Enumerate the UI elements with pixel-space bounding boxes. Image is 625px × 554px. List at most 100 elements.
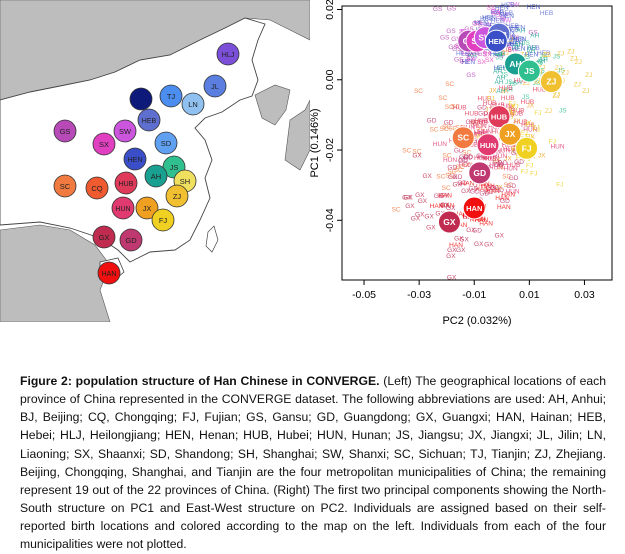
point-sx: SX xyxy=(483,52,492,59)
map-marker-label: FJ xyxy=(159,216,168,225)
point-jx: JX xyxy=(527,134,535,141)
point-fj: FJ xyxy=(487,96,494,103)
point-hun: HUN xyxy=(478,128,492,135)
point-heb: HEB xyxy=(540,10,553,17)
point-gd: GD xyxy=(468,185,478,192)
centroid-circle xyxy=(451,126,475,150)
point-gx: GX xyxy=(466,227,476,234)
point-hub: HUB xyxy=(474,155,488,162)
centroid-label: HAN xyxy=(466,204,482,213)
point-zj: ZJ xyxy=(567,49,574,56)
point-hen: HEN xyxy=(525,51,539,58)
point-heb: HEB xyxy=(526,45,539,52)
centroid-label: GX xyxy=(443,217,456,227)
point-js: JS xyxy=(500,72,508,79)
point-ah: AH xyxy=(539,57,548,64)
map-marker-label: CQ xyxy=(91,184,102,193)
point-han: HAN xyxy=(470,216,484,223)
point-zj: ZJ xyxy=(545,108,552,115)
point-sx: SX xyxy=(485,57,494,64)
map-marker-circle xyxy=(119,228,143,252)
province-map: HLJ JL BJ TJ LN HEB GS SW SX SD HEN JS AH SH SC CQ HUB ZJ… xyxy=(0,0,310,322)
point-gx: GX xyxy=(484,242,494,249)
point-gd: GD xyxy=(476,153,486,160)
point-gs: GS xyxy=(472,21,482,28)
point-zj: ZJ xyxy=(562,70,569,77)
point-hun: HUN xyxy=(493,153,507,160)
point-sc: SC xyxy=(436,173,445,180)
point-sx: SX xyxy=(492,10,501,17)
point-heb: HEB xyxy=(506,23,519,30)
map-marker-circle xyxy=(111,196,135,220)
point-gd: GD xyxy=(459,154,469,161)
centroid-gx: GX xyxy=(437,210,461,234)
map-marker-label: HLJ xyxy=(222,52,234,59)
point-heb: HEB xyxy=(480,16,493,23)
point-hun: HUN xyxy=(504,165,518,172)
map-marker-circle xyxy=(129,87,153,111)
point-han: HAN xyxy=(461,180,475,187)
point-zj: ZJ xyxy=(574,82,581,89)
centroid-label: SC xyxy=(457,133,469,143)
point-sc: SC xyxy=(476,125,485,132)
point-hun: HUN xyxy=(475,130,489,137)
point-hub: HUB xyxy=(514,78,528,85)
map-marker-hub: HUB xyxy=(114,171,138,195)
map-marker-label: SH xyxy=(180,177,190,186)
map-marker-zj: ZJ xyxy=(165,184,189,208)
point-hub: HUB xyxy=(521,99,535,106)
point-gx: GX xyxy=(415,211,425,218)
point-hun: HUN xyxy=(474,129,488,136)
point-hen: HEN xyxy=(513,36,527,43)
point-gd: GD xyxy=(463,154,473,161)
point-gd: GD xyxy=(494,187,504,194)
map-marker-sc: SC xyxy=(53,174,77,198)
point-js: JS xyxy=(537,67,545,74)
province-markers: HLJ JL BJ TJ LN HEB GS SW SX SD HEN JS AH SH SC CQ HUB ZJ… xyxy=(53,42,240,285)
point-hub: HUB xyxy=(509,110,523,117)
map-marker-circle xyxy=(135,196,159,220)
point-jx: JX xyxy=(511,145,519,152)
point-gx: GX xyxy=(447,247,457,254)
point-jx: JX xyxy=(489,87,497,94)
map-marker-circle xyxy=(216,42,240,66)
point-fj: FJ xyxy=(556,182,563,189)
map-marker-circle xyxy=(114,171,138,195)
point-fj: FJ xyxy=(534,110,541,117)
map-marker-circle xyxy=(113,119,137,143)
point-gd: GD xyxy=(472,228,482,235)
map-marker-circle xyxy=(203,74,227,98)
point-gd: GD xyxy=(478,111,488,118)
point-sx: SX xyxy=(473,21,482,28)
centroid-circle xyxy=(437,210,461,234)
map-marker-han: HAN xyxy=(97,261,121,285)
y-axis: -0.04 -0.02 0.00 0.02 xyxy=(324,0,342,232)
x-tick-label: -0.03 xyxy=(407,289,431,301)
map-marker-label: AH xyxy=(151,172,161,181)
point-zj: ZJ xyxy=(538,65,545,72)
map-marker-label: GS xyxy=(60,127,71,136)
centroid-gd: GD xyxy=(468,161,492,185)
centroid-circle xyxy=(498,122,522,146)
point-sw: SW xyxy=(491,8,502,15)
point-sx: SX xyxy=(487,5,496,12)
point-zj: ZJ xyxy=(553,92,560,99)
point-js: JS xyxy=(559,108,567,115)
point-gx: GX xyxy=(452,182,462,189)
point-han: HAN xyxy=(476,181,490,188)
map-marker-gs: GS xyxy=(53,119,77,143)
map-marker-heb: HEB xyxy=(137,108,161,132)
point-heb: HEB xyxy=(506,38,519,45)
centroid-circle xyxy=(517,59,541,83)
point-ah: AH xyxy=(514,41,523,48)
centroid-circle xyxy=(484,29,508,53)
point-js: JS xyxy=(496,50,504,57)
map-marker-circle xyxy=(92,225,116,249)
china-outline xyxy=(0,17,266,263)
point-fj: FJ xyxy=(509,101,516,108)
point-fj: FJ xyxy=(520,133,527,140)
point-gx: GX xyxy=(415,192,425,199)
map-marker-gd: GD xyxy=(119,228,143,252)
point-gd: GD xyxy=(511,150,521,157)
point-js: JS xyxy=(540,53,548,60)
